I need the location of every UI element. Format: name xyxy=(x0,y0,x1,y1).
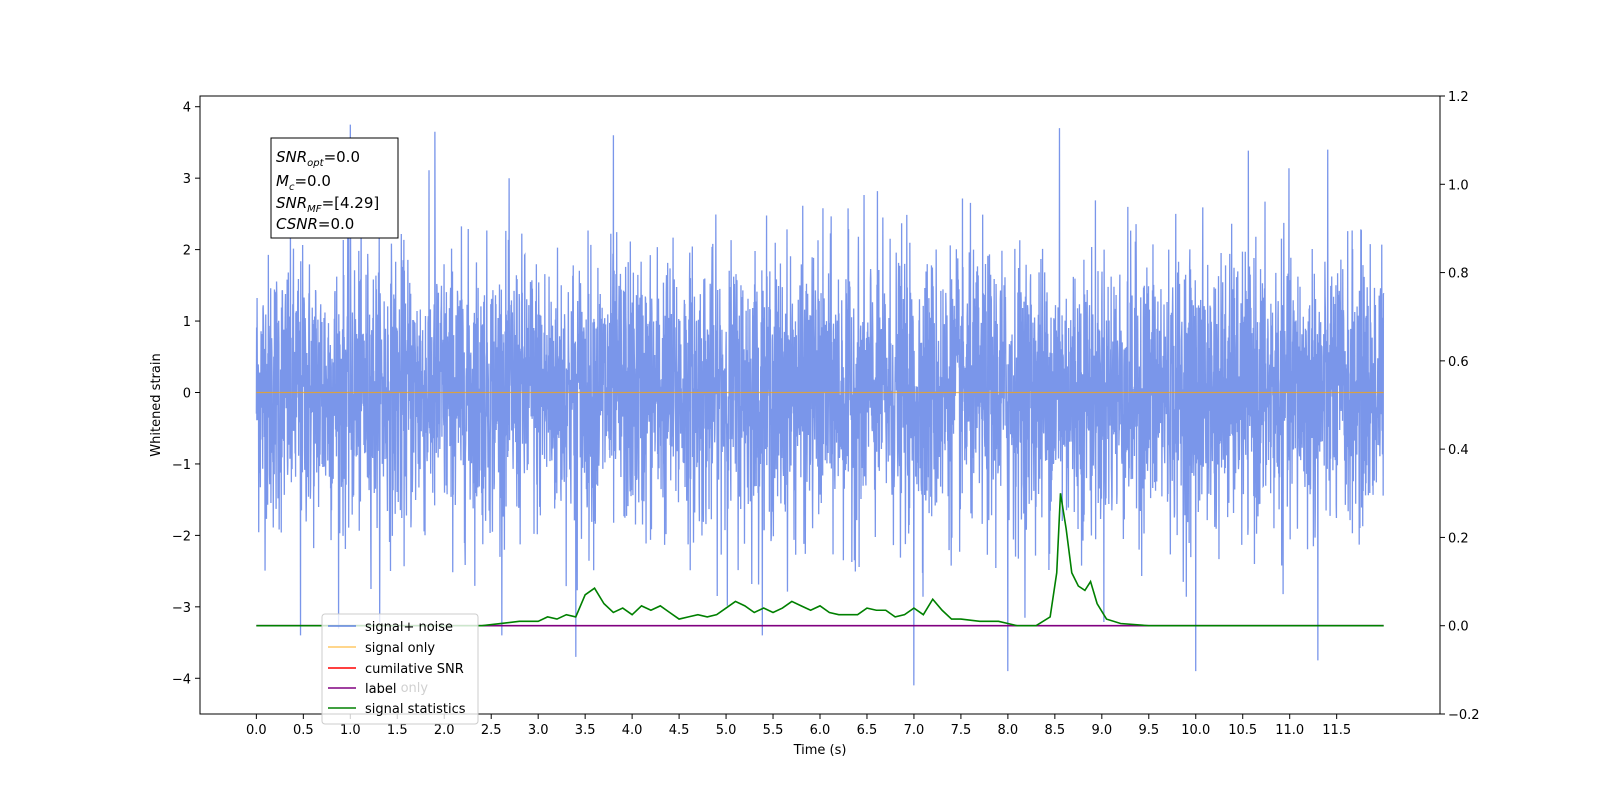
y-right-tick-label: 0.8 xyxy=(1448,267,1469,282)
x-tick-label: 9.5 xyxy=(1138,723,1159,738)
y-right-tick-label: 0.2 xyxy=(1448,531,1469,546)
x-tick-label: 4.0 xyxy=(622,723,643,738)
legend-label-1: signal only xyxy=(365,641,435,656)
annotation-mc: Mc=0.0 xyxy=(276,172,331,193)
y-tick-label: 3 xyxy=(183,172,191,187)
legend-label-2: cumilative SNR xyxy=(365,662,464,677)
x-tick-label: 4.5 xyxy=(669,723,690,738)
x-tick-label: 3.5 xyxy=(575,723,596,738)
legend-occlusion xyxy=(360,681,396,695)
y-tick-label: −2 xyxy=(172,529,191,544)
x-tick-label: 11.0 xyxy=(1275,723,1304,738)
annotation-snr-mf: SNRMF=[4.29] xyxy=(276,194,379,215)
x-tick-label: 2.0 xyxy=(434,723,455,738)
y-right-tick-label: 0.4 xyxy=(1448,443,1469,458)
x-tick-label: 8.5 xyxy=(1045,723,1066,738)
x-tick-label: 7.0 xyxy=(904,723,925,738)
series-signal-noise xyxy=(255,124,1385,686)
y-axis-label: Whitened strain xyxy=(149,353,164,456)
x-axis-ticks: 0.0 0.5 1.0 1.5 2.0 2.5 3.0 3.5 4.0 4.5 5.0 5.5 6.0 6… xyxy=(246,714,1351,738)
y-axis-right-ticks: 1.2 1.0 0.8 0.6 0.4 0.2 0.0 −0.2 xyxy=(1440,90,1480,723)
x-tick-label: 5.5 xyxy=(763,723,784,738)
y-tick-label: −4 xyxy=(172,672,191,687)
x-tick-label: 0.5 xyxy=(293,723,314,738)
legend-label-3: label xyxy=(365,682,396,697)
y-right-tick-label: −0.2 xyxy=(1448,708,1480,723)
legend-items: signal+ noise signal only cumilative SNR la… xyxy=(328,620,466,717)
y-tick-label: 4 xyxy=(183,101,191,116)
x-tick-label: 0.0 xyxy=(246,723,267,738)
y-tick-label: 2 xyxy=(183,244,191,259)
x-tick-label: 3.0 xyxy=(528,723,549,738)
x-tick-label: 2.5 xyxy=(481,723,502,738)
x-tick-label: 5.0 xyxy=(716,723,737,738)
annotation-snr-opt: SNRopt=0.0 xyxy=(276,148,360,169)
x-tick-label: 9.0 xyxy=(1091,723,1112,738)
y-right-tick-label: 0.0 xyxy=(1448,620,1469,635)
x-tick-label: 11.5 xyxy=(1322,723,1351,738)
x-tick-label: 10.5 xyxy=(1228,723,1257,738)
series-signal-noise-line xyxy=(255,124,1385,686)
annotation-csnr: CSNR=0.0 xyxy=(276,215,354,233)
annotation-box: SNRopt=0.0 Mc=0.0 SNRMF=[4.29] CSNR=0.0 xyxy=(270,137,399,239)
y-right-tick-label: 1.0 xyxy=(1448,178,1469,193)
x-tick-label: 8.0 xyxy=(998,723,1019,738)
y-tick-label: −1 xyxy=(172,458,191,473)
y-axis-left-ticks: 4 3 2 1 0 −1 −2 −3 −4 xyxy=(172,101,200,687)
series-signal-statistics-line xyxy=(256,493,1384,627)
x-axis-label: Time (s) xyxy=(793,743,847,758)
x-tick-label: 6.5 xyxy=(857,723,878,738)
x-tick-label: 1.5 xyxy=(387,723,408,738)
x-tick-label: 7.5 xyxy=(951,723,972,738)
legend-frame xyxy=(321,613,479,725)
x-tick-label: 10.0 xyxy=(1181,723,1210,738)
y-tick-label: −3 xyxy=(172,601,191,616)
y-right-tick-label: 1.2 xyxy=(1448,90,1469,105)
y-right-tick-label: 0.6 xyxy=(1448,355,1469,370)
legend-label-4: signal statistics xyxy=(365,702,466,717)
annotation-frame xyxy=(270,137,399,239)
x-tick-label: 1.0 xyxy=(340,723,361,738)
y-tick-label: 0 xyxy=(183,386,191,401)
legend-label-0: signal+ noise xyxy=(365,620,453,635)
x-tick-label: 6.0 xyxy=(810,723,831,738)
y-tick-label: 1 xyxy=(183,315,191,330)
